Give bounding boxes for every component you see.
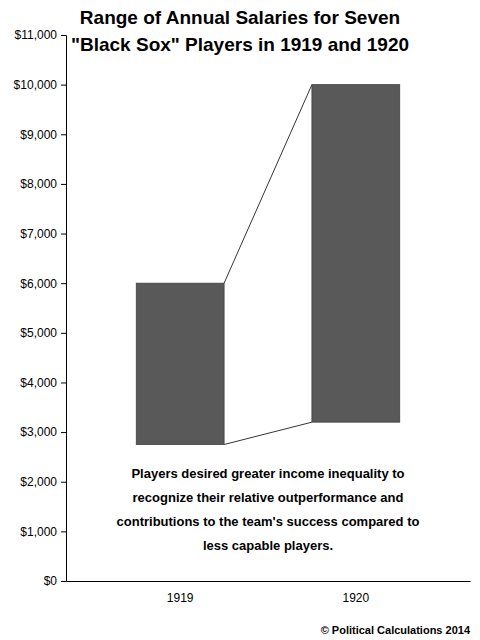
y-tick: $9,000: [20, 128, 66, 142]
x-tick-label: 1919: [167, 591, 194, 605]
y-tick: $3,000: [20, 425, 66, 439]
annotation-line: recognize their relative outperformance …: [133, 490, 404, 505]
y-axis-line: [61, 36, 67, 582]
annotation-line: Players desired greater income inequalit…: [131, 466, 404, 481]
y-tick: $10,000: [14, 78, 66, 92]
range-bar: [136, 283, 224, 444]
y-tick-mark: [61, 531, 66, 532]
y-tick-mark: [61, 134, 66, 135]
y-tick: $2,000: [20, 475, 66, 489]
background: [0, 0, 480, 640]
y-tick-mark: [61, 85, 66, 86]
y-tick-mark: [61, 333, 66, 334]
title-line: "Black Sox" Players in 1919 and 1920: [71, 34, 409, 55]
connector-low: [224, 422, 312, 444]
y-tick: $11,000: [15, 28, 67, 42]
y-tick-mark: [61, 234, 66, 235]
y-tick: $6,000: [20, 277, 66, 291]
y-tick-mark: [61, 35, 66, 36]
y-tick-label: $1,000: [20, 525, 57, 539]
y-tick-mark: [61, 382, 66, 383]
y-tick: $5,000: [20, 326, 66, 340]
y-tick-mark: [61, 432, 66, 433]
source: © Political Calculations 2014: [321, 624, 471, 636]
y-tick-mark: [61, 581, 66, 582]
y-tick-label: $6,000: [20, 277, 57, 291]
y-tick-label: $4,000: [20, 376, 57, 390]
y-tick-label: $0: [44, 574, 58, 588]
y-tick-mark: [61, 184, 66, 185]
x-tick: 1920: [342, 581, 369, 605]
marks: [136, 85, 399, 445]
x-tick-label: 1920: [342, 591, 369, 605]
annotation-line: contributions to the team's success comp…: [117, 514, 420, 529]
x-axis: 1919 1920: [67, 581, 471, 605]
title-line: Range of Annual Salaries for Seven: [80, 7, 400, 28]
y-tick-label: $11,000: [15, 28, 58, 42]
y-tick: $4,000: [20, 376, 66, 390]
title: Range of Annual Salaries for Seven "Black…: [71, 7, 409, 55]
y-tick: $7,000: [20, 227, 66, 241]
y-tick: $1,000: [20, 525, 66, 539]
y-tick: $0: [44, 574, 66, 588]
y-tick-mark: [61, 482, 66, 483]
annotation: Players desired greater income inequalit…: [117, 466, 420, 553]
y-tick-label: $7,000: [20, 227, 57, 241]
x-tick: 1919: [167, 581, 194, 605]
y-tick-label: $10,000: [14, 78, 58, 92]
y-tick-label: $3,000: [20, 425, 57, 439]
y-tick-mark: [61, 283, 66, 284]
y-tick: $8,000: [20, 177, 66, 191]
y-tick-label: $9,000: [20, 128, 57, 142]
y-tick-label: $2,000: [20, 475, 57, 489]
y-tick-label: $8,000: [20, 177, 57, 191]
y-axis: $0 $1,000 $2,000 $3,000 $4,000 $5,000 $6,000 $7…: [14, 28, 67, 588]
y-tick-label: $5,000: [20, 326, 57, 340]
range-bar: [312, 85, 400, 423]
annotation-line: less capable players.: [203, 538, 333, 553]
x-axis-line: [67, 581, 471, 582]
connector-high: [224, 85, 312, 284]
chart: $0 $1,000 $2,000 $3,000 $4,000 $5,000 $6,000 $7…: [0, 0, 480, 640]
